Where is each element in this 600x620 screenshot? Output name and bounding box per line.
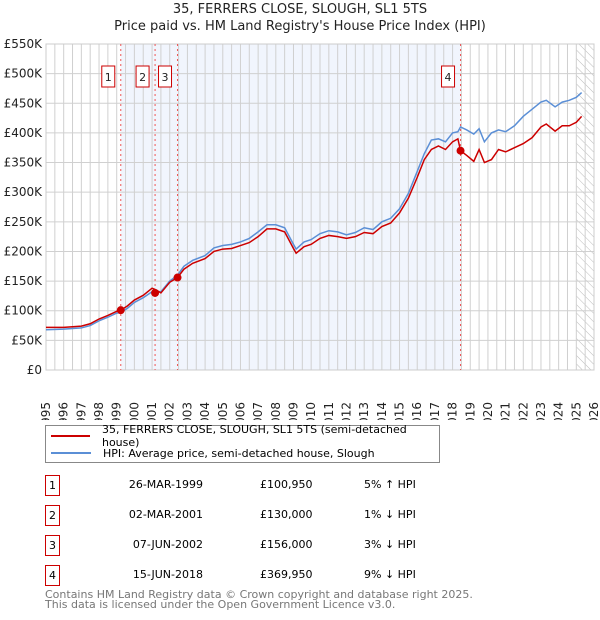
transaction-price: £100,950 <box>260 478 313 491</box>
y-tick-label: £400K <box>4 126 44 140</box>
transaction-row: 2 02-MAR-2001 £130,000 1% ↓ HPI <box>45 505 445 526</box>
sale-marker-label: 1 <box>105 71 112 84</box>
x-tick-label: 2008 <box>269 402 283 420</box>
x-tick-label: 2002 <box>163 402 177 420</box>
x-tick-label: 2003 <box>180 402 194 420</box>
transaction-row: 3 07-JUN-2002 £156,000 3% ↓ HPI <box>45 535 445 556</box>
x-tick-label: 2017 <box>428 402 442 420</box>
sale-marker-label: 3 <box>162 71 169 84</box>
footer-line: Contains HM Land Registry data © Crown c… <box>45 588 473 601</box>
sale-marker-label: 2 <box>139 71 146 84</box>
transaction-price: £130,000 <box>260 508 313 521</box>
sale-marker-label: 4 <box>445 71 452 84</box>
x-tick-label: 2018 <box>446 402 460 420</box>
transaction-price: £369,950 <box>260 568 313 581</box>
transaction-date: 02-MAR-2001 <box>128 508 203 521</box>
x-tick-label: 2019 <box>463 402 477 420</box>
x-tick-label: 2024 <box>552 402 566 420</box>
x-tick-label: 2023 <box>534 402 548 420</box>
sale-point <box>116 306 125 315</box>
y-tick-label: £150K <box>4 274 44 288</box>
legend: 35, FERRERS CLOSE, SLOUGH, SL1 5TS (semi… <box>45 423 440 463</box>
shaded-period <box>120 44 461 370</box>
property-price-line <box>46 115 583 329</box>
y-tick-label: £550K <box>4 37 44 51</box>
y-tick-label: £300K <box>4 185 44 199</box>
y-tick-label: £200K <box>4 244 44 258</box>
x-tick-label: 2022 <box>516 402 530 420</box>
x-tick-label: 2015 <box>393 402 407 420</box>
sale-marker-box <box>135 65 150 88</box>
transaction-marker: 3 <box>45 535 60 556</box>
transaction-marker: 2 <box>45 505 60 526</box>
sale-marker-box <box>441 65 456 88</box>
transaction-hpi: 1% ↓ HPI <box>364 508 416 521</box>
legend-swatch <box>51 452 91 454</box>
transaction-marker: 4 <box>45 565 60 586</box>
transaction-date: 26-MAR-1999 <box>128 478 203 491</box>
x-tick-label: 1998 <box>92 402 106 420</box>
transaction-marker: 1 <box>45 475 60 496</box>
x-tick-label: 2009 <box>286 402 300 420</box>
x-tick-label: 2016 <box>410 402 424 420</box>
x-tick-label: 2012 <box>340 402 354 420</box>
x-tick-label: 1997 <box>74 402 88 420</box>
transaction-row: 1 26-MAR-1999 £100,950 5% ↑ HPI <box>45 475 445 496</box>
x-tick-label: 2014 <box>375 402 389 420</box>
sale-marker-box <box>158 65 173 88</box>
x-tick-label: 2007 <box>251 402 265 420</box>
y-tick-label: £100K <box>4 304 44 318</box>
footer: Contains HM Land Registry data © Crown c… <box>45 588 473 611</box>
line-chart: £0 £50K £100K £150K £200K £250K £300K £350K £400… <box>4 37 600 420</box>
x-tick-label: 2026 <box>587 402 600 420</box>
x-tick-label: 2013 <box>357 402 371 420</box>
x-tick-label: 2000 <box>127 402 141 420</box>
y-tick-label: £50K <box>11 333 43 347</box>
legend-item-hpi: HPI: Average price, semi-detached house,… <box>51 445 375 461</box>
y-tick-label: £500K <box>4 67 44 81</box>
x-tick-label: 2021 <box>499 402 513 420</box>
footer-line: This data is licensed under the Open Gov… <box>45 598 396 611</box>
legend-label: 35, FERRERS CLOSE, SLOUGH, SL1 5TS (semi… <box>101 423 407 449</box>
sale-marker-box <box>101 65 116 88</box>
x-tick-label: 2006 <box>233 402 247 420</box>
sale-point <box>456 146 465 155</box>
transaction-row: 4 15-JUN-2018 £369,950 9% ↓ HPI <box>45 565 445 586</box>
x-tick-label: 2004 <box>198 402 212 420</box>
transaction-date: 15-JUN-2018 <box>132 568 203 581</box>
y-tick-label: £0 <box>27 363 42 377</box>
transaction-hpi: 9% ↓ HPI <box>364 568 416 581</box>
transaction-price: £156,000 <box>260 538 313 551</box>
legend-swatch <box>51 435 90 437</box>
sale-point <box>173 273 182 282</box>
legend-item-property: 35, FERRERS CLOSE, SLOUGH, SL1 5TS (semi… <box>51 423 439 449</box>
x-tick-label: 2001 <box>145 402 159 420</box>
x-tick-label: 2025 <box>569 402 583 420</box>
y-tick-label: £250K <box>4 215 44 229</box>
chart-title: 35, FERRERS CLOSE, SLOUGH, SL1 5TS <box>172 2 428 17</box>
x-tick-label: 1995 <box>39 402 53 420</box>
plot-border <box>45 43 595 371</box>
transaction-hpi: 5% ↑ HPI <box>364 478 416 491</box>
sale-point <box>151 288 160 297</box>
x-tick-label: 1996 <box>57 402 71 420</box>
chart-subtitle: Price paid vs. HM Land Registry's House … <box>114 19 486 34</box>
y-tick-label: £450K <box>4 96 44 110</box>
transaction-hpi: 3% ↓ HPI <box>364 538 416 551</box>
y-tick-label: £350K <box>4 156 44 170</box>
x-tick-label: 2011 <box>322 402 336 420</box>
x-tick-label: 2020 <box>481 402 495 420</box>
transaction-date: 07-JUN-2002 <box>132 538 203 551</box>
x-tick-label: 2005 <box>216 402 230 420</box>
x-tick-label: 2010 <box>304 402 318 420</box>
x-tick-label: 1999 <box>110 402 124 420</box>
legend-label: HPI: Average price, semi-detached house,… <box>103 446 375 460</box>
